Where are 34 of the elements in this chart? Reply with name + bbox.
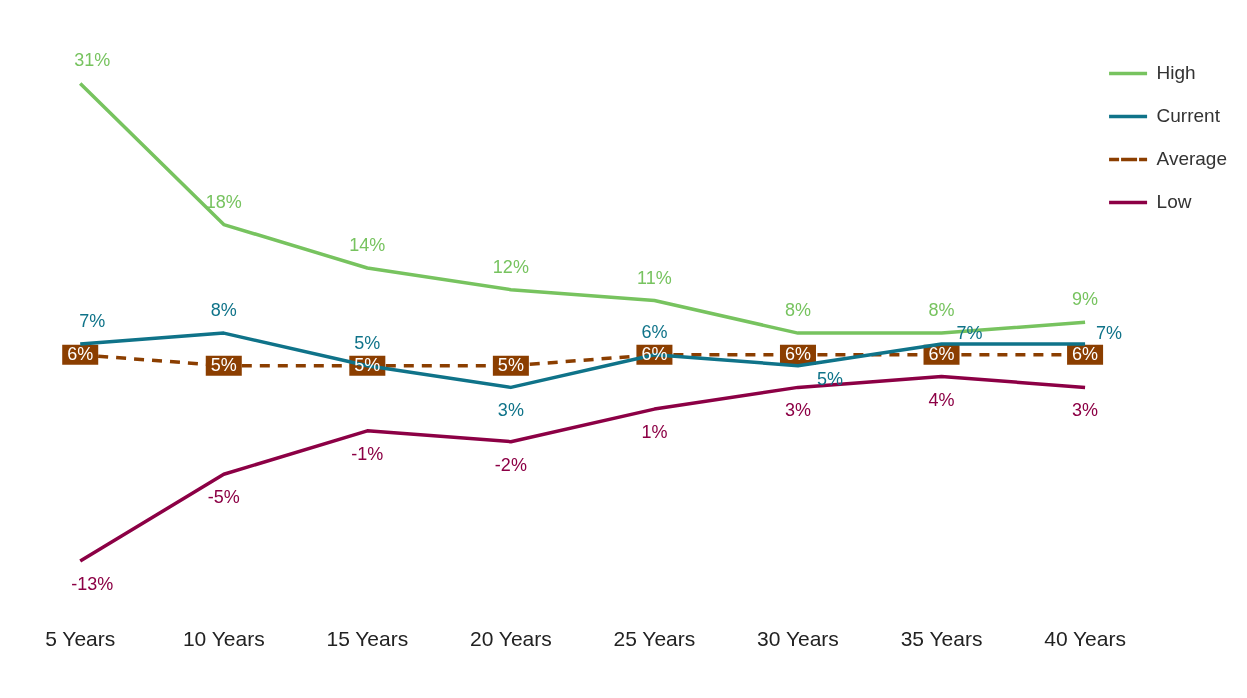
legend-label: Current xyxy=(1156,104,1221,126)
data-label: 11% xyxy=(637,267,672,288)
data-label: 12% xyxy=(492,256,529,277)
data-label: 14% xyxy=(349,234,386,255)
data-label: 7% xyxy=(79,310,106,331)
data-label: -13% xyxy=(71,574,114,595)
x-tick-label: 20 Years xyxy=(470,627,552,651)
x-tick-label: 10 Years xyxy=(182,627,265,651)
data-label: -2% xyxy=(494,454,527,475)
data-label: 4% xyxy=(928,389,955,410)
x-tick-label: 30 Years xyxy=(757,627,839,651)
data-label: 3% xyxy=(784,400,811,421)
data-label: -1% xyxy=(351,443,384,464)
legend-label: Low xyxy=(1156,190,1192,212)
data-label: 31% xyxy=(74,50,111,71)
x-tick-label: 5 Years xyxy=(45,627,116,651)
data-label: 8% xyxy=(928,300,955,321)
x-tick-label: 35 Years xyxy=(900,627,983,651)
data-label: 1% xyxy=(641,422,668,443)
data-label: 3% xyxy=(497,400,524,421)
data-label: 3% xyxy=(1072,400,1099,421)
data-label: 18% xyxy=(205,191,242,212)
x-tick-label: 25 Years xyxy=(613,627,696,651)
data-label: 7% xyxy=(1096,322,1123,343)
data-label: 8% xyxy=(210,300,237,321)
data-label: -5% xyxy=(207,487,240,508)
x-tick-label: 40 Years xyxy=(1044,627,1126,651)
legend-label: High xyxy=(1156,61,1196,83)
data-label: 6% xyxy=(641,321,668,342)
legend-label: Average xyxy=(1156,147,1228,169)
x-tick-label: 15 Years xyxy=(326,627,409,651)
data-label: 5% xyxy=(354,332,381,353)
data-label: 9% xyxy=(1072,289,1099,310)
data-label: 8% xyxy=(784,300,811,321)
